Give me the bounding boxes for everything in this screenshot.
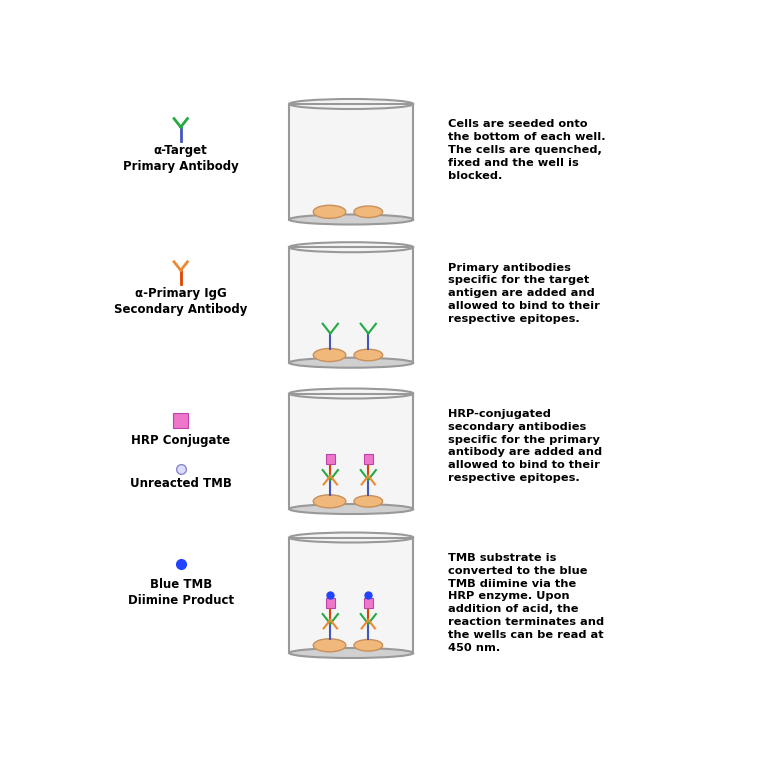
Ellipse shape <box>290 533 413 542</box>
FancyBboxPatch shape <box>173 413 188 428</box>
Ellipse shape <box>354 206 383 218</box>
Ellipse shape <box>313 348 346 361</box>
Ellipse shape <box>290 648 413 658</box>
Ellipse shape <box>354 349 383 361</box>
Text: HRP-conjugated
secondary antibodies
specific for the primary
antibody are added : HRP-conjugated secondary antibodies spec… <box>448 409 602 483</box>
Text: Unreacted TMB: Unreacted TMB <box>130 477 231 490</box>
Ellipse shape <box>290 358 413 367</box>
Ellipse shape <box>290 215 413 225</box>
Text: Primary antibodies
specific for the target
antigen are added and
allowed to bind: Primary antibodies specific for the targ… <box>448 263 600 324</box>
FancyBboxPatch shape <box>364 455 373 464</box>
FancyBboxPatch shape <box>364 598 373 607</box>
Text: α-Target
Primary Antibody: α-Target Primary Antibody <box>123 144 238 173</box>
Ellipse shape <box>290 504 413 514</box>
Bar <box>290 393 413 509</box>
Ellipse shape <box>290 389 413 399</box>
Ellipse shape <box>290 99 413 109</box>
Ellipse shape <box>313 206 346 219</box>
Bar <box>290 104 413 219</box>
Text: HRP Conjugate: HRP Conjugate <box>131 433 230 447</box>
Ellipse shape <box>313 639 346 652</box>
Ellipse shape <box>290 242 413 252</box>
Ellipse shape <box>354 496 383 507</box>
Ellipse shape <box>313 495 346 508</box>
Ellipse shape <box>354 639 383 651</box>
Text: α-Primary IgG
Secondary Antibody: α-Primary IgG Secondary Antibody <box>114 287 248 316</box>
Text: Blue TMB
Diimine Product: Blue TMB Diimine Product <box>128 578 234 607</box>
FancyBboxPatch shape <box>325 455 335 464</box>
Text: TMB substrate is
converted to the blue
TMB diimine via the
HRP enzyme. Upon
addi: TMB substrate is converted to the blue T… <box>448 553 604 652</box>
FancyBboxPatch shape <box>325 598 335 607</box>
Bar <box>290 248 413 363</box>
Bar <box>290 538 413 653</box>
Text: Cells are seeded onto
the bottom of each well.
The cells are quenched,
fixed and: Cells are seeded onto the bottom of each… <box>448 119 606 180</box>
